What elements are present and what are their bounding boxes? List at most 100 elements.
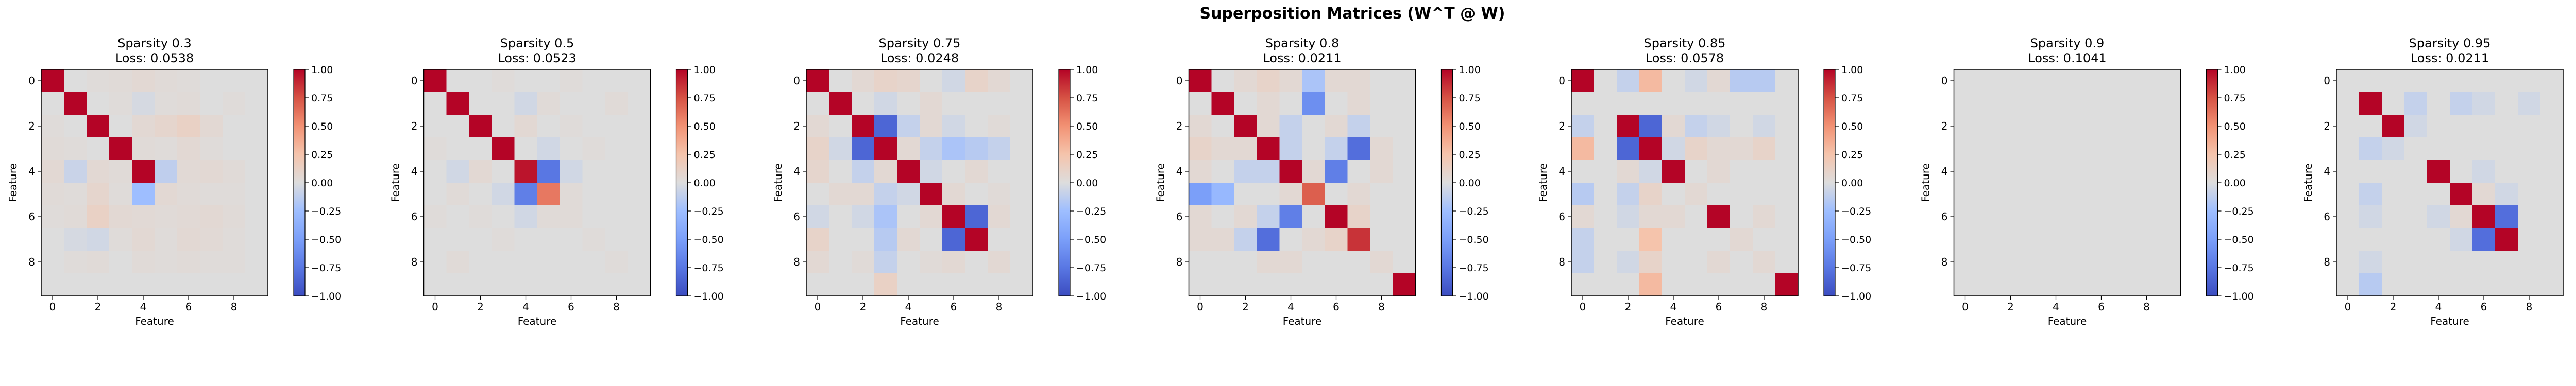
heatmap-cell bbox=[177, 137, 200, 161]
heatmap-cell bbox=[109, 205, 132, 229]
heatmap-cell bbox=[2135, 273, 2158, 296]
heatmap-cell bbox=[423, 92, 447, 115]
heatmap-cell bbox=[1279, 69, 1302, 93]
heatmap-cell bbox=[2495, 115, 2518, 138]
heatmap-cell bbox=[920, 160, 943, 183]
heatmap-cell bbox=[2472, 228, 2496, 251]
heatmap-cell bbox=[1594, 160, 1617, 183]
heatmap-cell bbox=[2135, 92, 2158, 115]
heatmap-cells bbox=[1954, 69, 2181, 296]
heatmap-cell bbox=[582, 183, 605, 206]
heatmap-cell bbox=[2044, 273, 2067, 296]
heatmap-cell bbox=[605, 273, 628, 296]
heatmap-cell bbox=[2382, 137, 2405, 161]
heatmap-cell bbox=[64, 273, 87, 296]
heatmap-cell bbox=[2404, 69, 2428, 93]
heatmap-cell bbox=[920, 205, 943, 229]
colorbar-tick-label: 1.00 bbox=[2224, 64, 2246, 76]
heatmap-cell bbox=[2540, 183, 2564, 206]
x-tick-label: 0 bbox=[2345, 301, 2351, 313]
heatmap-cell bbox=[1234, 160, 1257, 183]
heatmap-cell bbox=[920, 69, 943, 93]
heatmap-cell bbox=[2135, 183, 2158, 206]
heatmap-cell bbox=[920, 228, 943, 251]
heatmap-cell bbox=[87, 228, 110, 251]
y-tick-label: 6 bbox=[411, 210, 418, 223]
heatmap-cell bbox=[1571, 183, 1595, 206]
heatmap-cell bbox=[177, 69, 200, 93]
heatmap-cell bbox=[1302, 251, 1325, 274]
heatmap-cell bbox=[1685, 228, 1708, 251]
heatmap-cell bbox=[1325, 205, 1348, 229]
y-tick-label: 8 bbox=[793, 256, 800, 268]
heatmap-cell bbox=[2135, 160, 2158, 183]
heatmap-cell bbox=[1393, 273, 1416, 296]
heatmap-cell bbox=[1639, 273, 1663, 296]
heatmap-cell bbox=[132, 251, 155, 274]
heatmap-cell bbox=[2404, 92, 2428, 115]
heatmap-cell bbox=[628, 92, 651, 115]
heatmap-cell bbox=[2022, 115, 2045, 138]
heatmap-cell bbox=[1639, 92, 1663, 115]
heatmap-cell bbox=[1685, 92, 1708, 115]
colorbar-tick-label: 1.00 bbox=[1841, 64, 1863, 76]
heatmap-cell bbox=[1010, 205, 1033, 229]
heatmap-cell bbox=[605, 137, 628, 161]
heatmap-cell bbox=[605, 228, 628, 251]
heatmap-cell bbox=[1707, 205, 1731, 229]
heatmap-cell bbox=[2359, 115, 2382, 138]
heatmap-cell bbox=[446, 228, 469, 251]
heatmap-cell bbox=[1571, 137, 1595, 161]
heatmap-cell bbox=[2382, 273, 2405, 296]
heatmap-cell bbox=[852, 251, 875, 274]
heatmap-cell bbox=[2450, 205, 2473, 229]
heatmap-cell bbox=[2450, 251, 2473, 274]
heatmap-cell bbox=[965, 228, 988, 251]
heatmap-cell bbox=[155, 251, 178, 274]
heatmap-cell bbox=[2404, 273, 2428, 296]
heatmap-cell bbox=[2112, 115, 2136, 138]
heatmap-cell bbox=[1685, 160, 1708, 183]
heatmap-cell bbox=[1976, 251, 1999, 274]
heatmap-cell bbox=[2472, 69, 2496, 93]
heatmap-cell bbox=[1010, 137, 1033, 161]
heatmap-cell bbox=[965, 251, 988, 274]
heatmap-cell bbox=[1325, 251, 1348, 274]
heatmap-cell bbox=[1393, 137, 1416, 161]
heatmap-cell bbox=[582, 137, 605, 161]
heatmap-cell bbox=[64, 251, 87, 274]
heatmap-cell bbox=[2090, 228, 2113, 251]
heatmap-cell bbox=[2495, 160, 2518, 183]
y-tick-label: 0 bbox=[1176, 75, 1183, 87]
heatmap-cell bbox=[2472, 92, 2496, 115]
x-tick-label: 2 bbox=[860, 301, 867, 313]
colorbar-tick-label: −1.00 bbox=[694, 291, 724, 302]
colorbar-tick-label: −0.25 bbox=[1076, 206, 1106, 217]
heatmap-cell bbox=[2518, 160, 2541, 183]
heatmap-cell bbox=[1393, 115, 1416, 138]
panel-loss-label: Loss: 0.1041 bbox=[2028, 51, 2106, 65]
heatmap-cell bbox=[1211, 251, 1234, 274]
heatmap-cell bbox=[1302, 137, 1325, 161]
heatmap-cell bbox=[2359, 205, 2382, 229]
heatmap-cell bbox=[492, 115, 515, 138]
heatmap-cell bbox=[1730, 251, 1753, 274]
heatmap-cell bbox=[2495, 273, 2518, 296]
heatmap-cell bbox=[155, 92, 178, 115]
heatmap-cell bbox=[1594, 92, 1617, 115]
colorbar-tick-label: 0.25 bbox=[1459, 149, 1481, 161]
heatmap-cell bbox=[1325, 137, 1348, 161]
heatmap-cell bbox=[1189, 228, 1212, 251]
heatmap-cell bbox=[1347, 205, 1370, 229]
heatmap-cell bbox=[2495, 251, 2518, 274]
heatmap-cell bbox=[1617, 115, 1640, 138]
heatmap-cell bbox=[2022, 137, 2045, 161]
x-tick-label: 6 bbox=[1333, 301, 1340, 313]
y-tick-label: 6 bbox=[1941, 210, 1948, 223]
heatmap-cell bbox=[2450, 92, 2473, 115]
heatmap-cell bbox=[2022, 205, 2045, 229]
x-axis-label: Feature bbox=[1665, 315, 1704, 327]
heatmap-cell bbox=[605, 69, 628, 93]
